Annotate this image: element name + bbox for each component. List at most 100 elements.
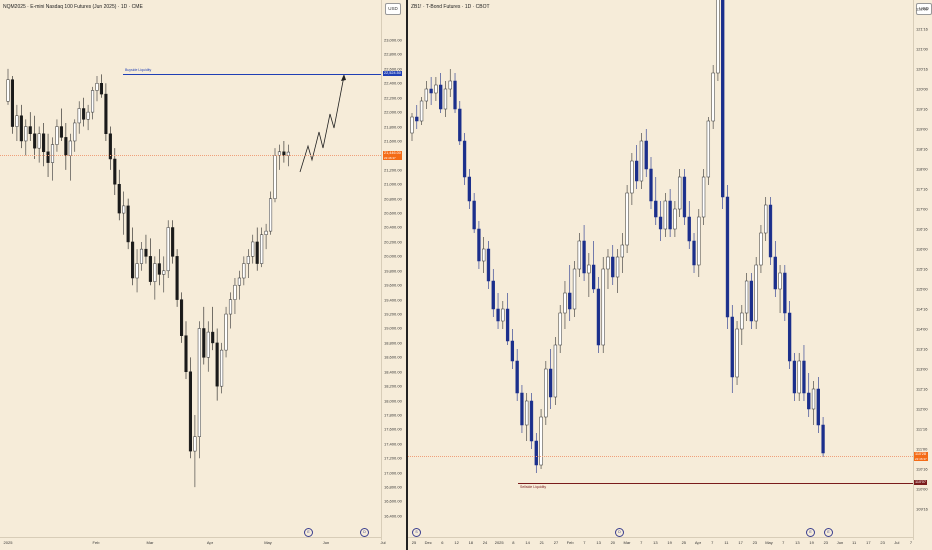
zb-candle[interactable] [735, 321, 739, 385]
nq-candle[interactable] [228, 292, 233, 329]
nq-candle[interactable] [122, 191, 126, 235]
nq-candle[interactable] [162, 256, 166, 293]
zb-chart-pane[interactable]: ZB1! · T-Bond Futures · 1D · CBOT Sellsi… [408, 0, 932, 550]
nq-candle[interactable] [59, 108, 63, 141]
nq-candle[interactable] [180, 292, 184, 343]
zb-candle[interactable] [520, 385, 524, 433]
nq-candle[interactable] [220, 342, 224, 394]
nq-candle[interactable] [64, 122, 68, 170]
zb-event-marker-icon[interactable]: D [615, 528, 624, 537]
nq-candlestick-chart[interactable] [0, 0, 382, 538]
zb-candle[interactable] [553, 337, 558, 405]
zb-candle[interactable] [477, 221, 481, 269]
zb-candle[interactable] [630, 153, 634, 205]
zb-candle[interactable] [697, 209, 701, 277]
nq-candle[interactable] [91, 86, 95, 120]
zb-candle[interactable] [410, 113, 414, 141]
nq-candle[interactable] [197, 321, 201, 459]
zb-candle[interactable] [419, 97, 424, 125]
nq-candle[interactable] [28, 112, 32, 141]
zb-candle[interactable] [572, 261, 577, 317]
nq-candle[interactable] [242, 256, 246, 286]
zb-candle[interactable] [505, 293, 510, 345]
zb-split-marker-icon[interactable]: S [412, 528, 421, 537]
zb-candle[interactable] [635, 145, 639, 189]
zb-candle[interactable] [797, 353, 801, 401]
nq-candle[interactable] [37, 126, 41, 163]
zb-candle[interactable] [625, 185, 629, 253]
zb-candle[interactable] [577, 233, 581, 277]
zb-candle[interactable] [816, 377, 820, 433]
nq-candle[interactable] [55, 119, 59, 152]
zb-candle[interactable] [606, 249, 610, 289]
nq-candle[interactable] [68, 133, 72, 181]
nq-candle[interactable] [255, 227, 259, 271]
zb-candle[interactable] [467, 169, 472, 209]
nq-candle[interactable] [10, 76, 14, 134]
zb-candle[interactable] [548, 349, 553, 409]
nq-candle[interactable] [104, 83, 108, 141]
zb-candle[interactable] [649, 157, 653, 209]
zb-candle[interactable] [821, 417, 825, 457]
zb-candle[interactable] [620, 233, 624, 273]
zb-candle[interactable] [534, 433, 538, 473]
nq-candle[interactable] [135, 249, 139, 293]
nq-chart-pane[interactable]: NQM2025 · E-mini Nasdaq 100 Futures (Jun… [0, 0, 407, 550]
nq-candle[interactable] [157, 249, 161, 286]
zb-candle[interactable] [439, 73, 443, 113]
nq-candle[interactable] [184, 321, 188, 379]
zb-candle[interactable] [491, 269, 495, 317]
zb-candle[interactable] [434, 77, 438, 101]
zb-candle[interactable] [663, 193, 667, 237]
zb-candle[interactable] [591, 241, 596, 293]
nq-candle[interactable] [33, 115, 37, 159]
nq-candle[interactable] [251, 234, 255, 264]
zb-candle[interactable] [692, 233, 696, 273]
zb-candle[interactable] [486, 241, 491, 289]
zb-candle[interactable] [725, 185, 730, 329]
nq-candle[interactable] [108, 126, 112, 170]
zb-candle[interactable] [749, 273, 754, 329]
zb-candle[interactable] [787, 301, 792, 369]
nq-candle[interactable] [215, 328, 219, 401]
nq-candle[interactable] [211, 306, 215, 351]
zb-candle[interactable] [529, 393, 534, 449]
zb-candle[interactable] [740, 305, 744, 345]
nq-candle[interactable] [15, 104, 19, 141]
zb-candle[interactable] [482, 237, 486, 273]
nq-currency-button[interactable]: USD [385, 3, 401, 15]
pane-divider[interactable] [406, 0, 408, 550]
zb-dividend-marker-icon[interactable]: E [806, 528, 815, 537]
nq-candle[interactable] [188, 357, 192, 459]
zb-candle[interactable] [596, 277, 601, 353]
zb-candle[interactable] [711, 65, 715, 129]
nq-candle[interactable] [19, 104, 23, 149]
zb-candle[interactable] [501, 301, 505, 329]
nq-event-marker-icon[interactable]: D [360, 528, 369, 537]
zb-time-axis[interactable]: 25 Dec 6 12 18 24 2025 8 14 21 27 Feb 7 13 20 Mar 7 13 19 2… [408, 537, 913, 550]
nq-candle[interactable] [282, 140, 286, 163]
nq-candle[interactable] [6, 68, 10, 105]
nq-candle[interactable] [166, 220, 170, 278]
zb-candle[interactable] [615, 249, 620, 293]
nq-projection-path[interactable] [299, 75, 345, 173]
zb-candlestick-chart[interactable] [408, 0, 913, 538]
zb-candle[interactable] [510, 329, 515, 369]
zb-candle[interactable] [768, 197, 773, 265]
zb-sellside-liquidity-line[interactable] [518, 483, 913, 484]
nq-candle[interactable] [42, 122, 46, 167]
nq-price-axis[interactable]: USD 23,000.00 22,800.00 22,600.00 22,400.00… [381, 0, 407, 540]
zb-candle[interactable] [773, 241, 777, 297]
zb-candle[interactable] [687, 201, 691, 249]
nq-candle[interactable] [99, 74, 104, 98]
zb-candle[interactable] [415, 105, 419, 129]
nq-candle[interactable] [260, 227, 264, 268]
zb-candle[interactable] [792, 353, 797, 401]
zb-candle[interactable] [458, 101, 462, 145]
nq-candle[interactable] [202, 306, 206, 365]
zb-candle[interactable] [730, 305, 734, 393]
zb-candle[interactable] [453, 73, 457, 113]
zb-candle[interactable] [678, 169, 682, 217]
nq-candle[interactable] [175, 249, 179, 307]
zb-candle[interactable] [496, 293, 500, 329]
